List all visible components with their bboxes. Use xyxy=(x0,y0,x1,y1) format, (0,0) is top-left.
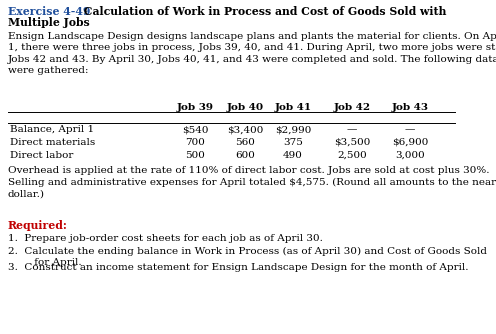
Text: Direct labor: Direct labor xyxy=(10,151,73,160)
Text: for April.: for April. xyxy=(18,258,82,267)
Text: $2,990: $2,990 xyxy=(275,125,311,134)
Text: 500: 500 xyxy=(185,151,205,160)
Text: Multiple Jobs: Multiple Jobs xyxy=(8,17,90,28)
Text: 3.  Construct an income statement for Ensign Landscape Design for the month of A: 3. Construct an income statement for Ens… xyxy=(8,263,469,272)
Text: —: — xyxy=(347,125,357,134)
Text: 2,500: 2,500 xyxy=(337,151,367,160)
Text: $6,900: $6,900 xyxy=(392,138,428,147)
Text: Direct materials: Direct materials xyxy=(10,138,95,147)
Text: 3,000: 3,000 xyxy=(395,151,425,160)
Text: Required:: Required: xyxy=(8,220,68,231)
Text: Job 43: Job 43 xyxy=(391,103,429,112)
Text: Job 39: Job 39 xyxy=(177,103,213,112)
Text: $3,400: $3,400 xyxy=(227,125,263,134)
Text: Balance, April 1: Balance, April 1 xyxy=(10,125,94,134)
Text: Calculation of Work in Process and Cost of Goods Sold with: Calculation of Work in Process and Cost … xyxy=(80,6,446,17)
Text: Job 42: Job 42 xyxy=(333,103,371,112)
Text: Exercise 4-49: Exercise 4-49 xyxy=(8,6,90,17)
Text: 700: 700 xyxy=(185,138,205,147)
Text: $540: $540 xyxy=(182,125,208,134)
Text: 560: 560 xyxy=(235,138,255,147)
Text: Ensign Landscape Design designs landscape plans and plants the material for clie: Ensign Landscape Design designs landscap… xyxy=(8,32,496,75)
Text: Job 40: Job 40 xyxy=(227,103,263,112)
Text: 1.  Prepare job-order cost sheets for each job as of April 30.: 1. Prepare job-order cost sheets for eac… xyxy=(8,234,323,243)
Text: Overhead is applied at the rate of 110% of direct labor cost. Jobs are sold at c: Overhead is applied at the rate of 110% … xyxy=(8,166,496,198)
Text: 490: 490 xyxy=(283,151,303,160)
Text: 375: 375 xyxy=(283,138,303,147)
Text: —: — xyxy=(405,125,415,134)
Text: 600: 600 xyxy=(235,151,255,160)
Text: $3,500: $3,500 xyxy=(334,138,370,147)
Text: 2.  Calculate the ending balance in Work in Process (as of April 30) and Cost of: 2. Calculate the ending balance in Work … xyxy=(8,247,487,256)
Text: Job 41: Job 41 xyxy=(274,103,311,112)
